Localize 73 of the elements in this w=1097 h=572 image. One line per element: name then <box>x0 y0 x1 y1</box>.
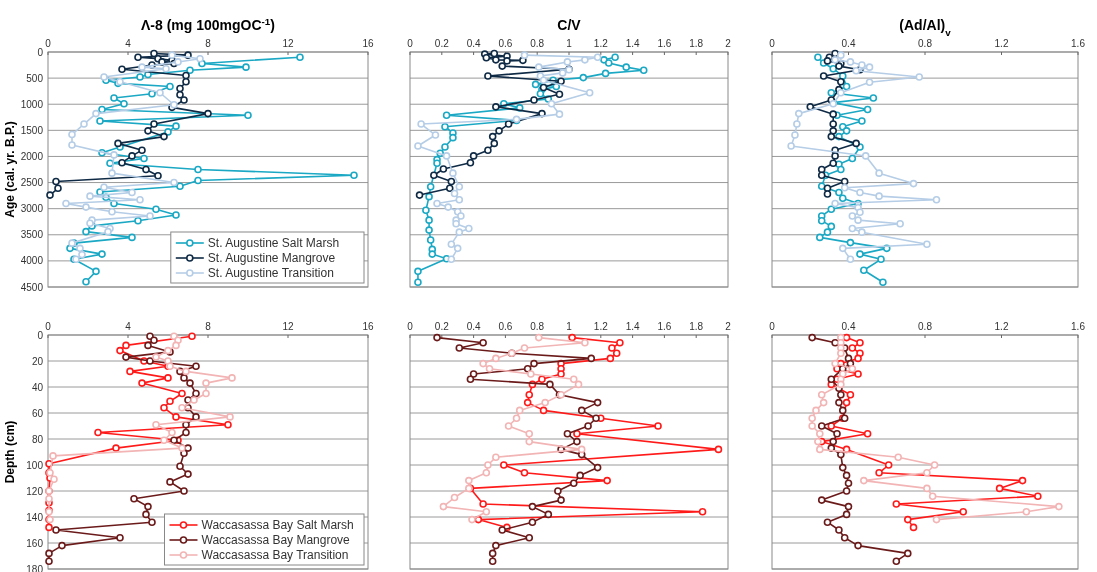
y-axis-title: Age (cal. yr. B.P.) <box>3 121 17 218</box>
x-tick-label: 1.6 <box>657 38 672 49</box>
x-tick-label: 2 <box>725 321 732 332</box>
x-tick-label: 1.4 <box>625 38 640 49</box>
x-tick-label: 0 <box>769 38 776 49</box>
y-tick-label: 100 <box>26 459 44 471</box>
legend-label: Waccasassa Bay Mangrove <box>201 533 351 547</box>
y-tick-label: 1500 <box>20 124 44 136</box>
y-tick-label: 2000 <box>20 150 44 162</box>
x-tick-label: 0.4 <box>466 321 481 332</box>
y-tick-label: 4500 <box>20 281 44 293</box>
legend-label: St. Augustine Mangrove <box>207 251 336 265</box>
x-tick-label: 0.2 <box>434 321 450 332</box>
x-tick-label: 1.4 <box>625 321 640 332</box>
y-tick-label: 120 <box>26 485 44 497</box>
x-tick-label: 0.6 <box>498 38 513 49</box>
y-tick-label: 1000 <box>20 98 44 110</box>
x-tick-label: 4 <box>125 321 132 332</box>
y-tick-label: 3000 <box>20 203 44 215</box>
x-tick-label: 1 <box>566 38 573 49</box>
x-tick-label: 0.4 <box>841 38 856 49</box>
x-tick-label: 1.8 <box>689 38 704 49</box>
y-tick-label: 180 <box>26 563 44 572</box>
legend-label: St. Augustine Salt Marsh <box>207 236 340 250</box>
y-axis-title: Depth (cm) <box>3 420 17 484</box>
x-tick-label: 0.8 <box>530 321 545 332</box>
x-tick-label: 1.6 <box>657 321 672 332</box>
x-tick-label: 0.4 <box>841 321 856 332</box>
chart-title: C/V <box>557 17 582 33</box>
legend-label: St. Augustine Transition <box>207 266 334 280</box>
x-tick-label: 1.2 <box>593 321 609 332</box>
x-tick-label: 8 <box>205 321 212 332</box>
legend-label: Waccasassa Bay Salt Marsh <box>201 518 354 532</box>
x-tick-label: 16 <box>362 38 374 49</box>
x-tick-label: 0 <box>407 38 414 49</box>
y-tick-label: 500 <box>26 72 44 84</box>
x-tick-label: 0 <box>45 321 52 332</box>
x-tick-label: 1 <box>566 321 573 332</box>
x-tick-label: 1.6 <box>1071 321 1086 332</box>
x-tick-label: 1.2 <box>994 38 1009 49</box>
x-tick-label: 12 <box>282 321 294 332</box>
y-tick-label: 60 <box>31 407 44 419</box>
x-tick-label: 1.6 <box>1071 38 1086 49</box>
chart-title: Λ-8 (mg 100mgOC$^{-1}$) <box>141 15 275 33</box>
legend-label: Waccasassa Bay Transition <box>201 548 349 562</box>
x-tick-label: 0.8 <box>918 38 933 49</box>
x-tick-label: 2 <box>725 38 732 49</box>
x-tick-label: 0.6 <box>498 321 513 332</box>
x-tick-label: 0 <box>407 321 414 332</box>
y-tick-label: 4000 <box>20 255 44 267</box>
x-tick-label: 8 <box>205 38 212 49</box>
y-tick-label: 0 <box>37 46 44 58</box>
x-tick-label: 0.8 <box>530 38 545 49</box>
y-tick-label: 3500 <box>20 229 44 241</box>
y-tick-label: 40 <box>31 381 44 393</box>
y-tick-label: 80 <box>31 433 44 445</box>
x-tick-label: 0 <box>45 38 52 49</box>
x-tick-label: 0 <box>769 321 776 332</box>
x-tick-label: 16 <box>362 321 374 332</box>
x-tick-label: 0.8 <box>918 321 933 332</box>
y-tick-label: 160 <box>26 537 44 549</box>
chart-title: (Ad/Al)$_{v}$ <box>899 17 952 38</box>
x-tick-label: 1.2 <box>994 321 1009 332</box>
x-tick-label: 12 <box>282 38 294 49</box>
y-tick-label: 2500 <box>20 177 44 189</box>
x-tick-label: 1.8 <box>689 321 704 332</box>
y-tick-label: 0 <box>37 329 44 341</box>
y-tick-label: 140 <box>26 511 44 523</box>
x-tick-label: 1.2 <box>593 38 609 49</box>
x-tick-label: 4 <box>125 38 132 49</box>
x-tick-label: 0.2 <box>434 38 450 49</box>
x-tick-label: 0.4 <box>466 38 481 49</box>
y-tick-label: 20 <box>31 355 44 367</box>
